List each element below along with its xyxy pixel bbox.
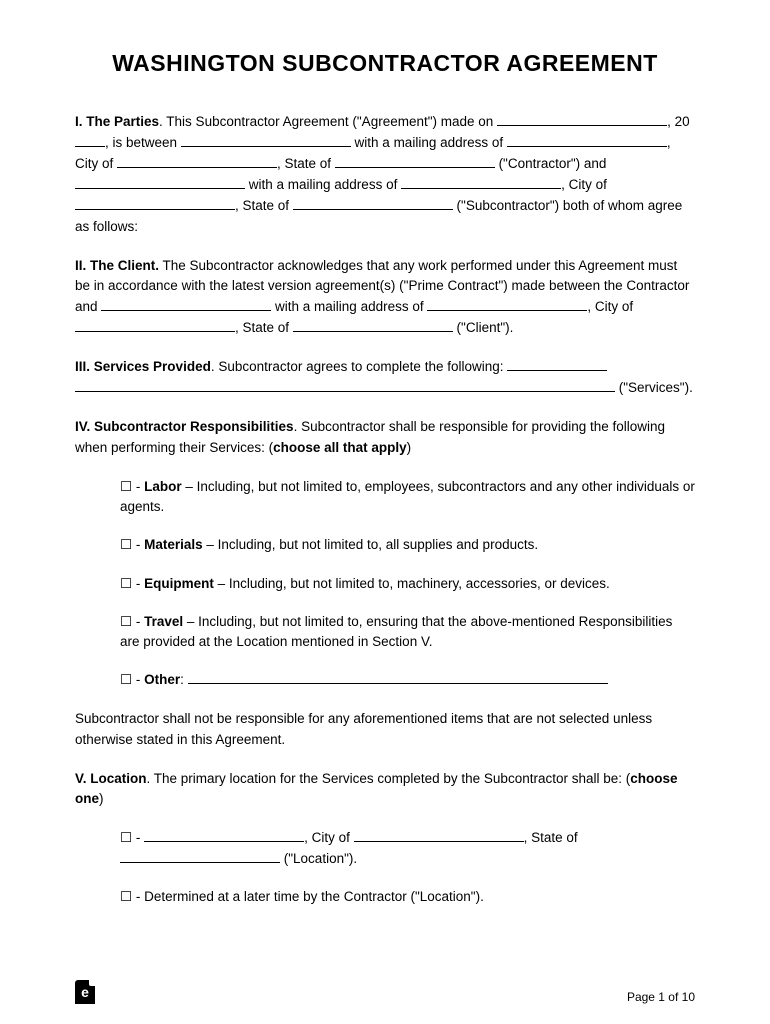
section-services: III. Services Provided. Subcontractor ag… [75,357,695,399]
blank-loc-state[interactable] [120,849,280,863]
text: , City of [561,177,607,192]
checkbox-travel: ☐ - Travel – Including, but not limited … [120,612,695,653]
blank-party1[interactable] [181,133,351,147]
text: Determined at a later time by the Contra… [144,889,484,904]
section-parties: I. The Parties. This Subcontractor Agree… [75,112,695,238]
checkbox-location-later: ☐ - Determined at a later time by the Co… [120,887,695,907]
checkbox-icon[interactable]: ☐ [120,479,132,494]
checkbox-materials: ☐ - Materials – Including, but not limit… [120,535,695,555]
text: , City of [587,299,633,314]
blank-client[interactable] [101,297,271,311]
logo-icon: e [75,980,95,1004]
blank-party2[interactable] [75,175,245,189]
blank-address2[interactable] [401,175,561,189]
checkbox-icon[interactable]: ☐ [120,576,132,591]
heading-3: III. Services Provided [75,359,211,374]
item-label: Materials [144,537,203,552]
item-label: Equipment [144,576,214,591]
blank-client-city[interactable] [75,318,235,332]
checkbox-icon[interactable]: ☐ [120,537,132,552]
text: , 20 [667,114,690,129]
blank-state2[interactable] [293,196,453,210]
item-desc: – Including, but not limited to, ensurin… [120,614,672,649]
section-client: II. The Client. The Subcontractor acknow… [75,256,695,340]
blank-state1[interactable] [335,154,495,168]
text: , City of [304,830,354,845]
item-desc: – Including, but not limited to, employe… [120,479,695,514]
text: ("Services"). [615,380,693,395]
item-label: Labor [144,479,182,494]
text: . This Subcontractor Agreement ("Agreeme… [159,114,493,129]
text: ("Location"). [280,851,357,866]
checkbox-equipment: ☐ - Equipment – Including, but not limit… [120,574,695,594]
item-label: Travel [144,614,183,629]
text: ) [407,440,412,455]
blank-address1[interactable] [507,133,667,147]
text: , State of [235,320,293,335]
item-desc: – Including, but not limited to, machine… [214,576,610,591]
page-footer: e Page 1 of 10 [75,980,695,1004]
heading-2: II. The Client. [75,258,159,273]
document-title: WASHINGTON SUBCONTRACTOR AGREEMENT [75,50,695,77]
checkbox-other: ☐ - Other: [120,670,695,690]
blank-services1[interactable] [507,357,607,371]
section-location: V. Location. The primary location for th… [75,769,695,811]
item-label: Other [144,672,180,687]
text: ("Contractor") and [495,156,607,171]
heading-4: IV. Subcontractor Responsibilities [75,419,294,434]
item-desc: : [180,672,188,687]
section-responsibilities: IV. Subcontractor Responsibilities. Subc… [75,417,695,459]
blank-loc-city[interactable] [354,828,524,842]
text: choose all that apply [273,440,407,455]
text: , State of [235,198,293,213]
text: . Subcontractor agrees to complete the f… [211,359,507,374]
text: with a mailing address of [271,299,427,314]
heading-5: V. Location [75,771,147,786]
checkbox-icon[interactable]: ☐ [120,672,132,687]
text: ) [99,791,104,806]
item-desc: – Including, but not limited to, all sup… [203,537,538,552]
blank-date[interactable] [497,112,667,126]
blank-loc-address[interactable] [144,828,304,842]
text: with a mailing address of [351,135,507,150]
checkbox-icon[interactable]: ☐ [120,614,132,629]
checkbox-location-address: ☐ - , City of , State of ("Location"). [120,828,695,869]
text: ("Client"). [453,320,514,335]
heading-1: I. The Parties [75,114,159,129]
blank-year[interactable] [75,133,105,147]
checkbox-labor: ☐ - Labor – Including, but not limited t… [120,477,695,518]
text: . The primary location for the Services … [147,771,631,786]
blank-city2[interactable] [75,196,235,210]
disclaimer-text: Subcontractor shall not be responsible f… [75,709,695,751]
text: , State of [524,830,578,845]
page-number: Page 1 of 10 [627,990,695,1004]
checkbox-icon[interactable]: ☐ [120,889,132,904]
blank-other[interactable] [188,670,608,684]
text: , is between [105,135,181,150]
blank-client-state[interactable] [293,318,453,332]
checkbox-icon[interactable]: ☐ [120,830,132,845]
blank-client-address[interactable] [427,297,587,311]
blank-services2[interactable] [75,378,615,392]
text: with a mailing address of [245,177,401,192]
blank-city1[interactable] [117,154,277,168]
text: , State of [277,156,335,171]
